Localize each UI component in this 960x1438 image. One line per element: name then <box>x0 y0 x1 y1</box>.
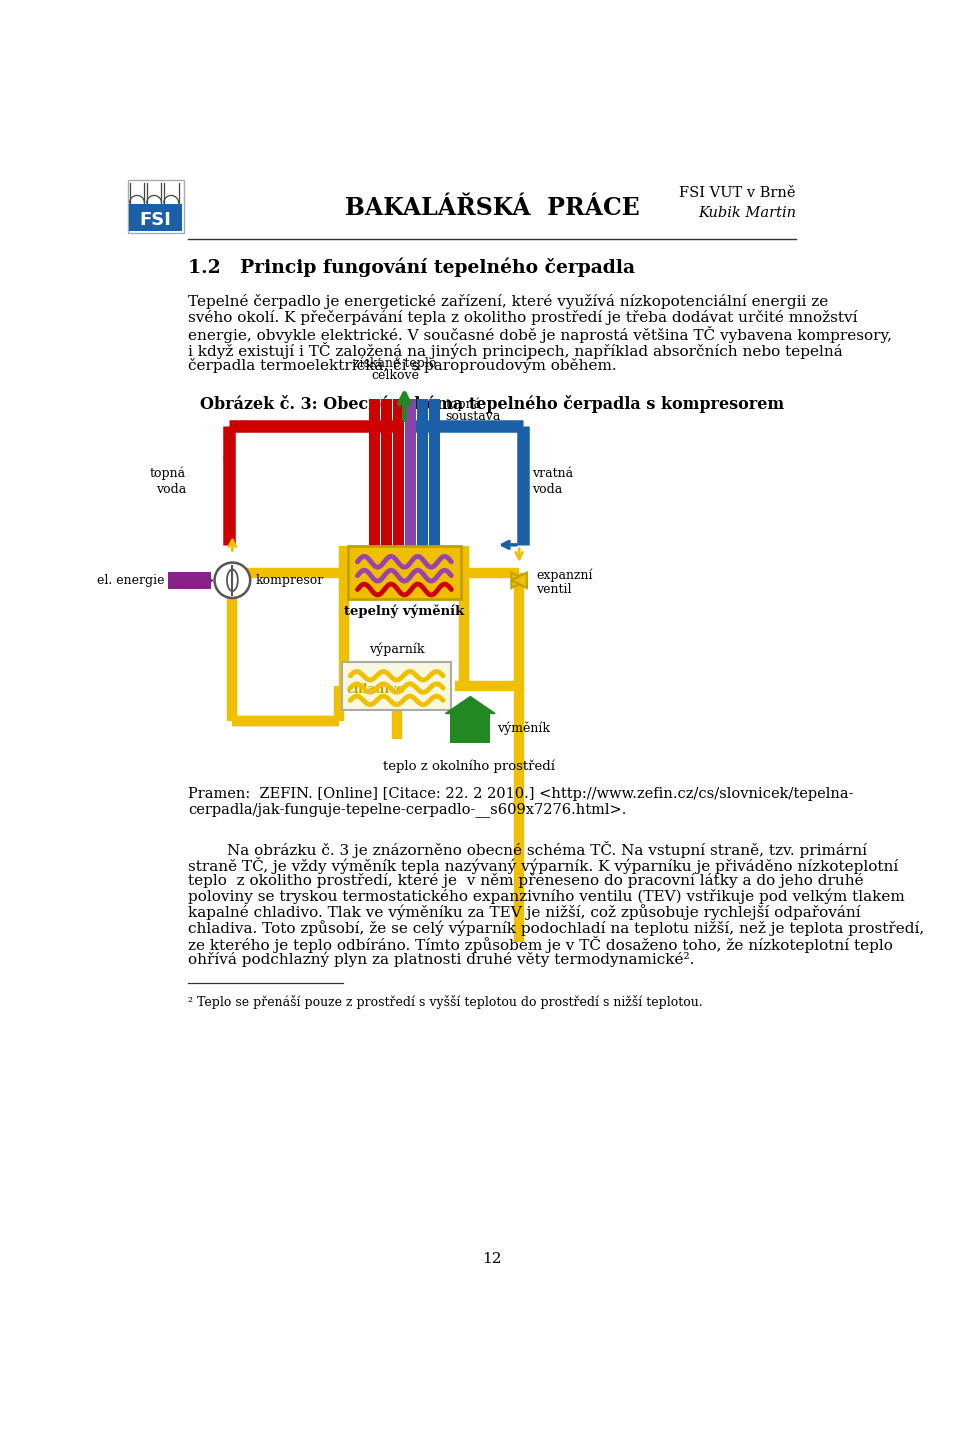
Bar <box>450 713 491 743</box>
Bar <box>130 204 182 232</box>
Text: topná: topná <box>445 397 481 411</box>
Text: straně TČ, je vždy výměník tepla nazývaný výparník. K výparníku je přiváděno níz: straně TČ, je vždy výměník tepla nazývan… <box>188 857 899 874</box>
Bar <box>429 398 441 549</box>
Text: energie, obvykle elektrické. V současné době je naprostá většina TČ vybavena kom: energie, obvykle elektrické. V současné … <box>188 326 892 342</box>
Text: Kubik Martin: Kubik Martin <box>698 207 796 220</box>
Text: vratná: vratná <box>532 467 573 480</box>
Text: chladiva. Toto způsobí, že se celý výparník podochladí na teplotu nižší, než je : chladiva. Toto způsobí, že se celý výpar… <box>188 920 924 936</box>
Text: čerpadla termoelektrická, či s paroproudovým oběhem.: čerpadla termoelektrická, či s paroproud… <box>188 358 617 372</box>
Text: tepelný výměník: tepelný výměník <box>345 605 465 618</box>
Bar <box>405 398 417 549</box>
Polygon shape <box>512 572 527 588</box>
Text: výparník: výparník <box>369 643 424 656</box>
Text: topná: topná <box>150 467 186 480</box>
Text: celkově: celkově <box>372 370 420 383</box>
Bar <box>394 398 404 549</box>
Text: Pramen:  ZEFIN. [Online] [Citace: 22. 2 2010.] <http://www.zefin.cz/cs/slovnicek: Pramen: ZEFIN. [Online] [Citace: 22. 2 2… <box>188 787 853 801</box>
Bar <box>418 398 428 549</box>
Bar <box>370 398 380 549</box>
Text: Tepelné čerpadlo je energetické zařízení, které využívá nízkopotenciální energii: Tepelné čerpadlo je energetické zařízení… <box>188 295 828 309</box>
Text: získané teplo: získané teplo <box>353 357 437 370</box>
Text: teplo  z okolitho prostředí, které je  v něm přeneseno do pracovní látky a do je: teplo z okolitho prostředí, které je v n… <box>188 873 864 887</box>
Circle shape <box>214 562 251 598</box>
Text: kompresor: kompresor <box>255 574 324 587</box>
Polygon shape <box>445 696 495 713</box>
Text: FSI: FSI <box>140 211 172 229</box>
Polygon shape <box>512 572 527 588</box>
Text: výměník: výměník <box>496 722 550 735</box>
Bar <box>348 546 461 598</box>
Text: kapalné chladivo. Tlak ve výměníku za TEV je nižší, což způsobuje rychlejší odpa: kapalné chladivo. Tlak ve výměníku za TE… <box>188 905 861 920</box>
Text: BAKALÁŘSKÁ  PRÁCE: BAKALÁŘSKÁ PRÁCE <box>345 196 639 220</box>
Text: 1.2   Princip fungování tepelného čerpadla: 1.2 Princip fungování tepelného čerpadla <box>188 257 636 276</box>
Bar <box>343 661 451 709</box>
Text: cerpadla/jak-funguje-tepelne-cerpadlo-__s609x7276.html>.: cerpadla/jak-funguje-tepelne-cerpadlo-__… <box>188 802 627 817</box>
Text: poloviny se tryskou termostatického expanzivního ventilu (TEV) vstřikuje pod vel: poloviny se tryskou termostatického expa… <box>188 889 905 905</box>
Text: chladivo: chladivo <box>347 683 405 696</box>
Text: voda: voda <box>156 483 186 496</box>
Text: i když existují i TČ založená na jiných principech, například absorčních nebo te: i když existují i TČ založená na jiných … <box>188 342 843 358</box>
Bar <box>128 180 183 233</box>
Text: ze kterého je teplo odbíráno. Tímto způsobem je v TČ dosaženo toho, že nízkotepl: ze kterého je teplo odbíráno. Tímto způs… <box>188 936 893 953</box>
Text: ² Teplo se přenáší pouze z prostředí s vyšší teplotou do prostředí s nižší teplo: ² Teplo se přenáší pouze z prostředí s v… <box>188 995 703 1008</box>
Text: Obrázek č. 3: Obecné schéma tepelného čerpadla s kompresorem: Obrázek č. 3: Obecné schéma tepelného če… <box>200 394 784 413</box>
Text: el. energie: el. energie <box>97 574 164 587</box>
Text: voda: voda <box>532 483 563 496</box>
Text: ventil: ventil <box>537 582 571 595</box>
Text: FSI VUT v Brně: FSI VUT v Brně <box>680 187 796 200</box>
Text: svého okolí. K přečerpávání tepla z okolitho prostředí je třeba dodávat určité m: svého okolí. K přečerpávání tepla z okol… <box>188 311 857 325</box>
Text: teplo z okolního prostředí: teplo z okolního prostředí <box>383 759 555 774</box>
Text: Na obrázku č. 3 je znázorněno obecné schéma TČ. Na vstupní straně, tzv. primární: Na obrázku č. 3 je znázorněno obecné sch… <box>188 841 867 858</box>
Text: 12: 12 <box>482 1252 502 1265</box>
Bar <box>168 572 210 588</box>
Text: ohřívá podchlazný plyn za platnosti druhé věty termodynamické².: ohřívá podchlazný plyn za platnosti druh… <box>188 952 695 968</box>
Text: expanzní: expanzní <box>537 569 592 582</box>
Text: soustava: soustava <box>445 410 500 423</box>
Bar <box>381 398 393 549</box>
